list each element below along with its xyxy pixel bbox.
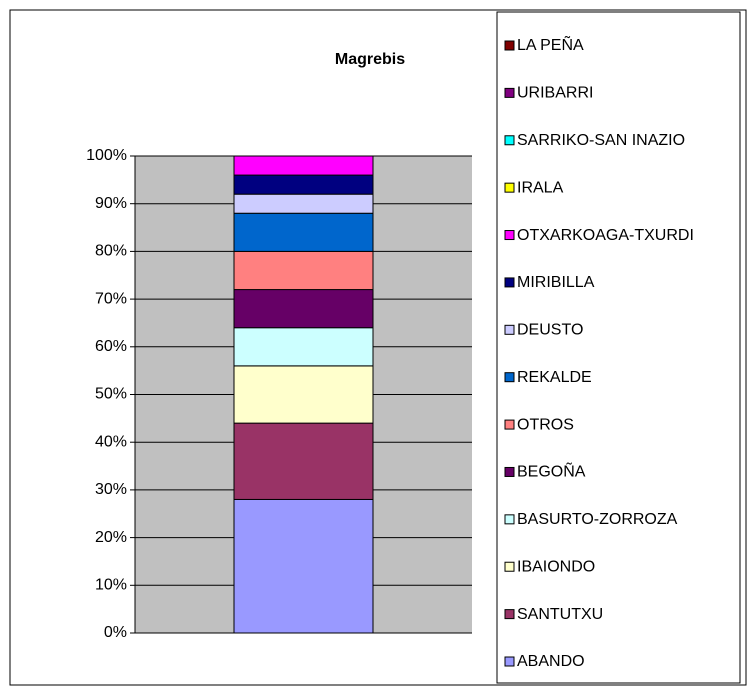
y-tick-label: 0% bbox=[104, 624, 127, 641]
legend-swatch bbox=[504, 230, 515, 241]
legend-swatch bbox=[504, 135, 515, 146]
bar-segment bbox=[233, 327, 374, 367]
legend-swatch bbox=[504, 514, 515, 525]
y-tick-label: 100% bbox=[86, 147, 127, 164]
legend-label: IRALA bbox=[517, 179, 564, 196]
legend-label: SANTUTXU bbox=[517, 606, 603, 623]
bar-segment bbox=[233, 212, 374, 252]
bar-segment bbox=[233, 250, 374, 291]
legend-swatch bbox=[504, 561, 515, 572]
bar-segment bbox=[233, 193, 374, 214]
y-tick-label: 40% bbox=[95, 433, 127, 450]
legend-swatch bbox=[504, 419, 515, 430]
bar-segment bbox=[233, 155, 374, 176]
y-tick-label: 20% bbox=[95, 529, 127, 546]
bar-segment bbox=[233, 498, 374, 634]
y-tick-label: 60% bbox=[95, 338, 127, 355]
y-tick-label: 70% bbox=[95, 290, 127, 307]
legend-label: DEUSTO bbox=[517, 322, 583, 339]
chart-title: Magrebis bbox=[335, 51, 405, 68]
y-tick-label: 90% bbox=[95, 195, 127, 212]
legend-swatch bbox=[504, 87, 515, 98]
bar-segment bbox=[233, 289, 374, 329]
legend-swatch bbox=[504, 40, 515, 51]
legend-label: SARRIKO-SAN INAZIO bbox=[517, 132, 685, 149]
bar-segment bbox=[233, 174, 374, 195]
legend-swatch bbox=[504, 609, 515, 620]
legend-box bbox=[496, 11, 741, 684]
legend-swatch bbox=[504, 324, 515, 335]
legend-label: IBAIONDO bbox=[517, 558, 595, 575]
bar-segment bbox=[233, 365, 374, 424]
legend-swatch bbox=[504, 656, 515, 667]
legend-swatch bbox=[504, 277, 515, 288]
legend-label: MIRIBILLA bbox=[517, 274, 595, 291]
bar-segment bbox=[233, 422, 374, 500]
legend-swatch bbox=[504, 372, 515, 383]
legend-swatch bbox=[504, 182, 515, 193]
y-tick-label: 30% bbox=[95, 481, 127, 498]
legend-label: OTROS bbox=[517, 416, 574, 433]
legend-label: OTXARKOAGA-TXURDI bbox=[517, 227, 694, 244]
legend-label: URIBARRI bbox=[517, 85, 593, 102]
legend-label: BEGOÑA bbox=[517, 461, 586, 481]
legend-label: ABANDO bbox=[517, 653, 585, 670]
legend-label: BASURTO-ZORROZA bbox=[517, 511, 678, 528]
legend-label: REKALDE bbox=[517, 369, 592, 386]
legend-label: LA PEÑA bbox=[517, 34, 584, 54]
y-tick-label: 80% bbox=[95, 243, 127, 260]
y-tick-label: 50% bbox=[95, 386, 127, 403]
legend-swatch bbox=[504, 466, 515, 477]
y-tick-label: 10% bbox=[95, 577, 127, 594]
